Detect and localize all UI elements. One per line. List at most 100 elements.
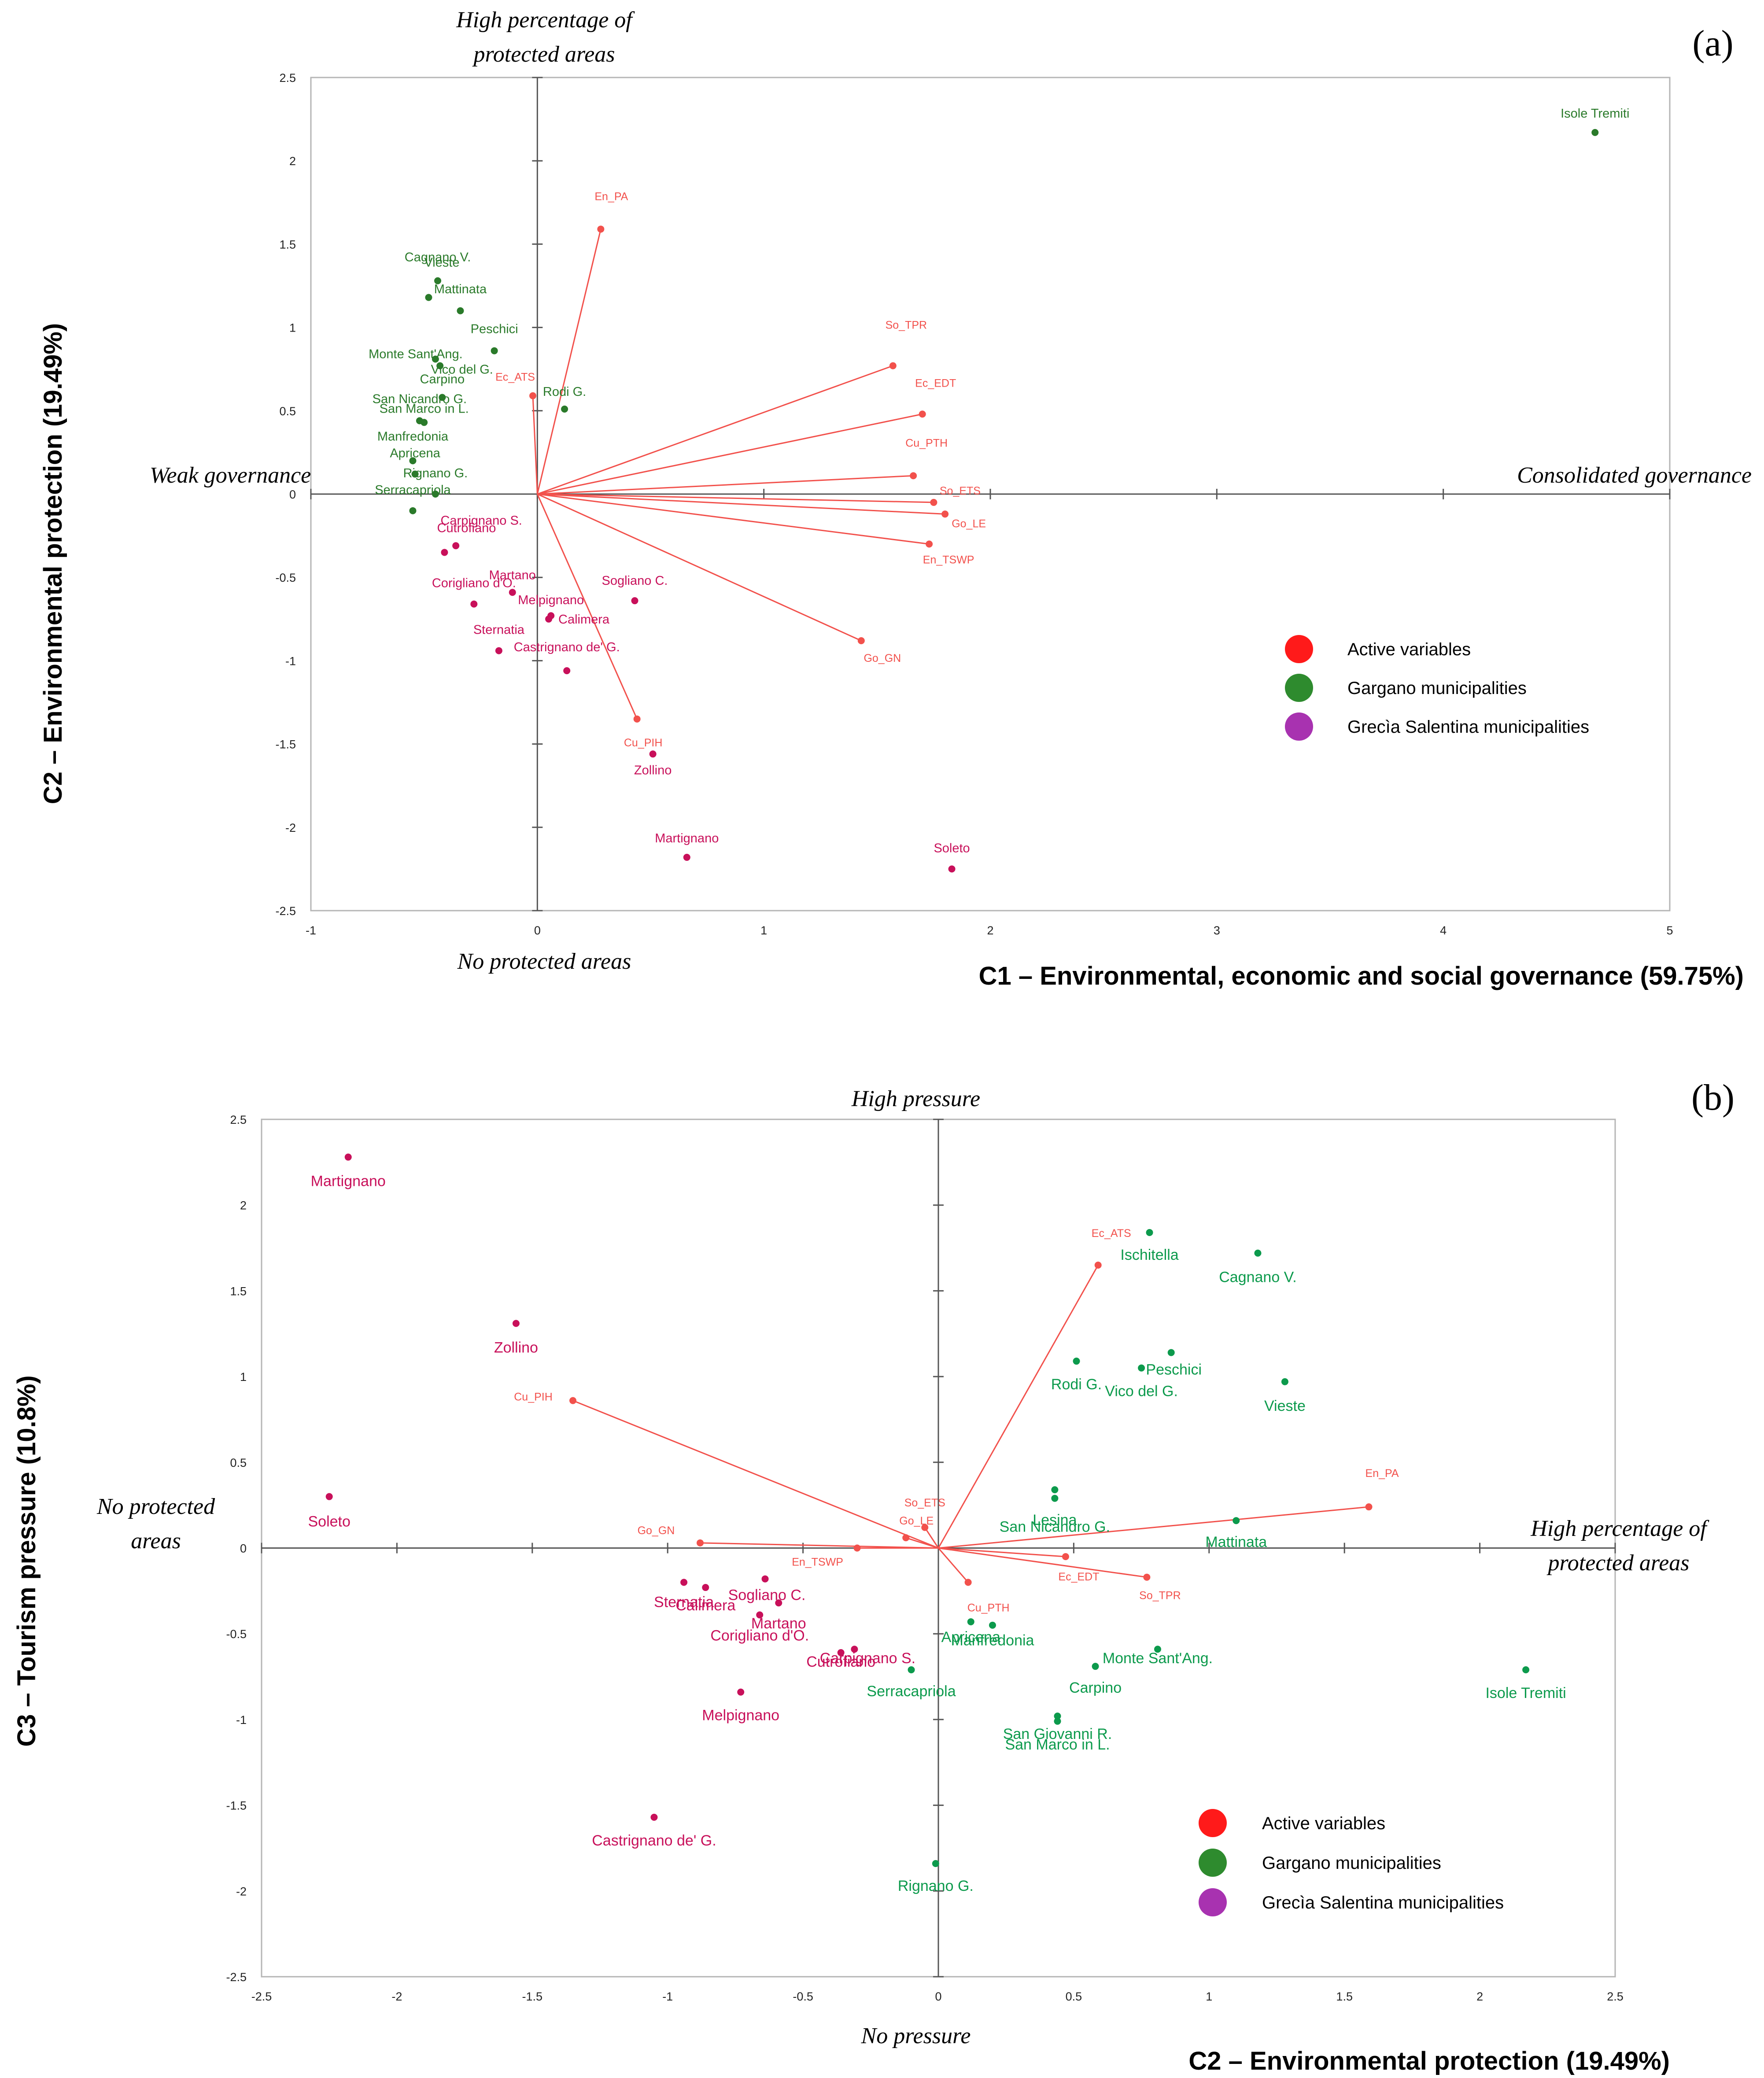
panel-b-quadrant-left-label: No protected [96, 1494, 215, 1519]
panel-a-gargano-point-isole-tremiti [1591, 129, 1599, 136]
panel-b-grecia-point-cutrofiano [837, 1649, 845, 1657]
panel-a-grecia-label-zollino: Zollino [634, 763, 672, 777]
panel-a-vector-tip-ec-edt [919, 410, 926, 418]
panel-b-vector-so-ets [924, 1527, 939, 1549]
panel-a-quadrant-top-label: protected areas [472, 42, 615, 67]
panel-b-letter: (b) [1691, 1077, 1734, 1118]
panel-b-y-tick-label: 2.5 [230, 1113, 247, 1126]
panel-a-gargano-label-san-marco-in-l: San Marco in L. [380, 402, 469, 416]
panel-a-gargano-label-manfredonia: Manfredonia [377, 429, 449, 443]
panel-a-vector-cu-pih [536, 494, 638, 720]
panel-a-gargano-label-vico-del-g: Vico del G. [431, 363, 493, 377]
panel-b-legend-label-active-variables: Active variables [1262, 1814, 1385, 1833]
panel-b-legend-marker-gargano-municipalities [1199, 1849, 1227, 1877]
panel-a-quadrant-left-label: Weak governance [150, 463, 311, 488]
panel-b-grecia-label-castrignano-de-g: Castrignano de' G. [592, 1832, 716, 1849]
panel-b-gargano-point-isole-tremiti [1522, 1666, 1530, 1673]
panel-a-y-tick-label: 1.5 [279, 238, 296, 251]
panel-b-vector-label-ec-edt: Ec_EDT [1058, 1571, 1099, 1583]
panel-b-vector-tip-cu-pth [964, 1579, 972, 1586]
panel-a-y-tick-label: 2 [289, 155, 296, 168]
panel-b-gargano-label-isole-tremiti: Isole Tremiti [1485, 1685, 1566, 1702]
panel-b-x-tick-label: -1.5 [522, 1990, 543, 2003]
panel-a-grecia-point-carpignano-s [452, 542, 460, 550]
panel-a-quadrant-top-label: High percentage of [456, 7, 635, 33]
panel-b-grecia-label-soleto: Soleto [308, 1513, 350, 1530]
panel-b-grecia-label-corigliano-d-o: Corigliano d'O. [710, 1627, 809, 1644]
panel-b-y-tick-label: 0 [240, 1542, 247, 1555]
panel-b-quadrant-bottom-label: No pressure [861, 2023, 971, 2048]
panel-b-vector-label-so-tpr: So_TPR [1139, 1590, 1181, 1602]
panel-b-quadrant-right-label: protected areas [1546, 1550, 1689, 1576]
panel-b-grecia-label-calimera: Calimera [675, 1597, 735, 1614]
panel-b-vector-tip-ec-ats [1094, 1261, 1102, 1269]
panel-b-grecia-point-martignano [344, 1153, 352, 1161]
panel-b-gargano-point-monte-sant-ang [1154, 1646, 1161, 1653]
panel-a-gargano-point-vico-del-g [436, 362, 444, 369]
panel-a-gargano-label-carpino: Carpino [420, 373, 465, 387]
panel-b-grecia-label-carpignano-s: Carpignano S. [820, 1650, 915, 1667]
panel-b-y-tick-label: 0.5 [230, 1456, 247, 1469]
panel-b-grecia-label-sogliano-c: Sogliano C. [728, 1587, 806, 1604]
panel-b-x-tick-label: 2 [1476, 1990, 1483, 2003]
panel-b-vector-label-ec-ats: Ec_ATS [1092, 1227, 1131, 1240]
panel-a-vector-tip-ec-ats [529, 392, 537, 399]
panel-b-grecia-point-sogliano-c [761, 1575, 769, 1583]
panel-b-gargano-label-vieste: Vieste [1264, 1398, 1306, 1414]
panel-a-gargano-label-vieste: Vieste [424, 255, 459, 269]
panel-b-quadrant-top-label: High pressure [851, 1086, 980, 1111]
panel-a-vector-so-tpr [537, 365, 893, 495]
panel-b-x-tick-label: -1 [662, 1990, 673, 2003]
panel-a-vector-tip-en-tswp [926, 540, 933, 548]
panel-a-gargano-point-rodi-g [561, 406, 568, 413]
panel-b-y-tick-label: -1 [236, 1713, 247, 1727]
panel-b-vector-cu-pth [937, 1547, 969, 1583]
panel-b-gargano-point-apricena [967, 1618, 974, 1625]
panel-b-quadrant-right-label: High percentage of [1530, 1516, 1709, 1541]
panel-a-quadrant-right-label: Consolidated governance [1517, 463, 1752, 488]
panel-a-vector-label-cu-pih: Cu_PIH [624, 737, 663, 749]
panel-b-vector-go-gn [700, 1542, 939, 1549]
panel-b-vector-tip-ec-edt [1062, 1553, 1069, 1560]
panel-a-vector-label-so-tpr: So_TPR [886, 319, 927, 332]
panel-a-gargano-point-rignano-g [432, 491, 439, 498]
panel-a-vector-ec-ats [532, 395, 538, 495]
panel-a-vector-en-tswp [537, 493, 930, 545]
panel-a-vector-tip-go-le [941, 510, 949, 518]
panel-b-vector-ec-ats [937, 1265, 1099, 1549]
panel-a-y-tick-label: 0.5 [279, 405, 296, 418]
panel-a-chart: -2.5 -2 -1.5 -1 -0.5 0 0.5 1 1.5 2 2.5 -1 0 1 2 3 4 5 (a) H… [39, 7, 1752, 990]
panel-b-y-tick-label: -0.5 [226, 1628, 247, 1641]
panel-a-gargano-label-rignano-g: Rignano G. [403, 466, 468, 480]
panel-a-gargano-point-cagnano-v [434, 277, 442, 284]
panel-a-gargano-label-peschici: Peschici [471, 322, 518, 336]
panel-b-grecia-point-zollino [512, 1320, 520, 1327]
panel-b-legend-marker-grecia-municipalities [1199, 1888, 1227, 1916]
panel-a-grecia-point-martano [509, 589, 516, 596]
panel-a-legend-label-active-variables: Active variables [1347, 640, 1471, 659]
panel-b-gargano-label-peschici: Peschici [1146, 1362, 1202, 1378]
panel-b-gargano-point-vieste [1281, 1378, 1288, 1385]
panel-a-vector-so-ets [537, 493, 934, 503]
panel-a-y-tick-label: 0 [289, 488, 296, 501]
panel-a-grecia-point-sogliano-c [631, 597, 638, 605]
panel-a-grecia-point-calimera [545, 615, 553, 623]
panel-b-gargano-point-peschici [1167, 1349, 1175, 1356]
panel-b-gargano-label-monte-sant-ang: Monte Sant'Ang. [1103, 1650, 1213, 1667]
panel-a-legend-marker-grecia-municipalities [1285, 712, 1313, 741]
panel-b-grecia-point-soleto [325, 1493, 333, 1500]
panel-a-grecia-label-melpignano: Melpignano [518, 593, 584, 607]
panel-a-vector-tip-so-ets [930, 498, 937, 506]
panel-a-gargano-label-cagnano-v: Cagnano V. [405, 251, 471, 265]
panel-b-vector-label-go-le: Go_LE [899, 1515, 934, 1527]
panel-b-gargano-label-ischitella: Ischitella [1120, 1247, 1178, 1263]
panel-a-grecia-label-sogliano-c: Sogliano C. [602, 574, 668, 588]
panel-a-grecia-label-cutrofiano: Cutrofiano [437, 521, 496, 535]
panel-b-grecia-label-melpignano: Melpignano [702, 1707, 779, 1724]
panel-a-vector-go-gn [537, 493, 862, 642]
panel-a-gargano-point-vieste [425, 294, 432, 301]
panel-a-gargano-label-san-nicandro-g: San Nicandro G. [373, 392, 467, 406]
panel-b-y-tick-label: -1.5 [226, 1799, 247, 1812]
panel-a-vector-label-en-pa: En_PA [594, 190, 628, 203]
